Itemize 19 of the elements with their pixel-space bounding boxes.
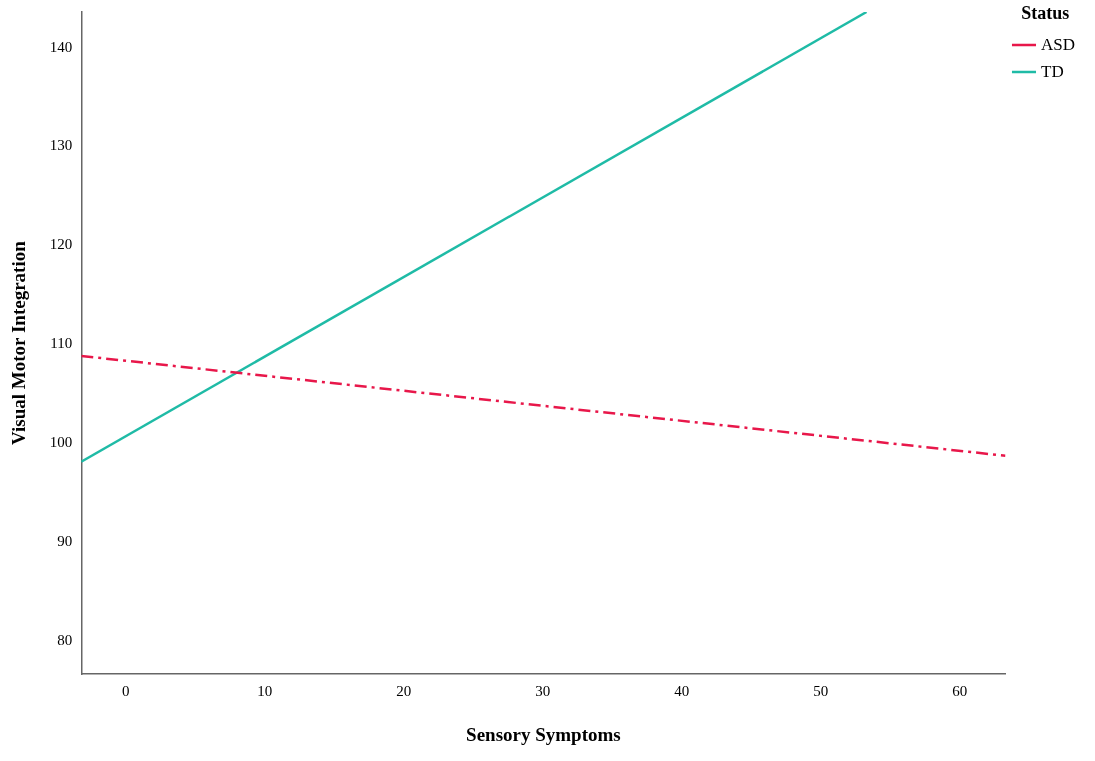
y-tick-label: 140 <box>49 38 73 55</box>
y-tick-label: 130 <box>49 137 73 154</box>
x-tick-label: 10 <box>257 683 273 700</box>
x-tick-label: 20 <box>396 683 412 700</box>
legend-title: Status <box>1021 2 1070 23</box>
y-tick-label: 120 <box>49 236 73 253</box>
legend-label: TD <box>1040 61 1064 81</box>
y-tick-label: 90 <box>57 532 73 549</box>
x-tick-label: 60 <box>952 683 968 700</box>
x-tick-label: 0 <box>122 683 130 700</box>
y-tick-label: 110 <box>50 335 73 352</box>
y-tick-label: 80 <box>57 631 73 648</box>
x-tick-label: 50 <box>813 683 829 700</box>
x-tick-label: 30 <box>535 683 551 700</box>
y-axis-title: Visual Motor Integration <box>8 240 30 445</box>
y-tick-label: 100 <box>49 433 73 450</box>
x-axis-title: Sensory Symptoms <box>466 723 621 745</box>
x-tick-label: 40 <box>674 683 690 700</box>
legend-label: ASD <box>1040 34 1076 54</box>
